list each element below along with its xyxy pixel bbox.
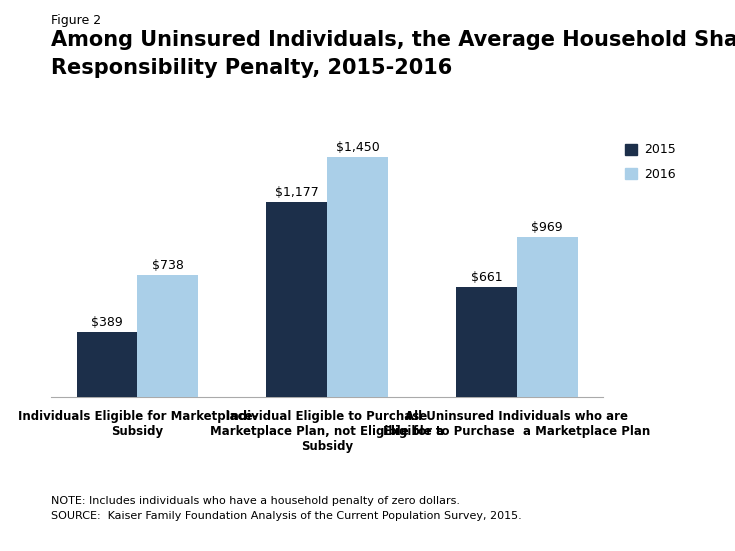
Text: Individuals Eligible for Marketplace-
Subsidy: Individuals Eligible for Marketplace- Su… [18, 410, 257, 439]
Text: $969: $969 [531, 220, 563, 234]
Text: $1,450: $1,450 [336, 141, 379, 154]
Legend: 2015, 2016: 2015, 2016 [620, 138, 681, 186]
Text: FAMILY: FAMILY [651, 520, 695, 530]
Text: SOURCE:  Kaiser Family Foundation Analysis of the Current Population Survey, 201: SOURCE: Kaiser Family Foundation Analysi… [51, 511, 522, 521]
Bar [327, 157, 388, 397]
Text: Individual Eligible to Purchase
Marketplace Plan, not Eligible for a
Subsidy: Individual Eligible to Purchase Marketpl… [210, 410, 444, 453]
Text: Responsibility Penalty, 2015-2016: Responsibility Penalty, 2015-2016 [51, 58, 453, 78]
Text: Figure 2: Figure 2 [51, 14, 101, 27]
Bar [456, 288, 517, 397]
Bar [266, 202, 327, 397]
Text: All Uninsured Individuals who are
Eligible to Purchase  a Marketplace Plan: All Uninsured Individuals who are Eligib… [383, 410, 650, 439]
Bar [76, 332, 137, 397]
Text: $389: $389 [91, 316, 123, 329]
Bar [517, 236, 578, 397]
Text: THE HENRY J.: THE HENRY J. [653, 500, 692, 505]
Text: Among Uninsured Individuals, the Average Household Shared: Among Uninsured Individuals, the Average… [51, 30, 735, 50]
Text: NOTE: Includes individuals who have a household penalty of zero dollars.: NOTE: Includes individuals who have a ho… [51, 496, 460, 506]
Text: $1,177: $1,177 [275, 186, 318, 199]
Text: FOUNDATION: FOUNDATION [653, 532, 693, 538]
Bar [137, 275, 198, 397]
Text: KAISER: KAISER [650, 509, 695, 519]
Text: $738: $738 [151, 259, 184, 272]
Text: $661: $661 [470, 272, 502, 284]
